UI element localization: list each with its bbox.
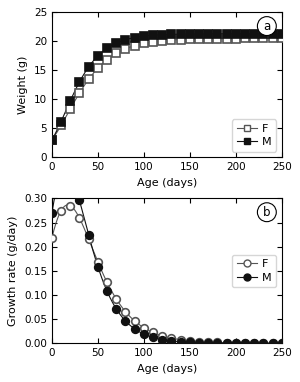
Y-axis label: Weight (g): Weight (g) bbox=[18, 55, 28, 114]
Legend: F, M: F, M bbox=[232, 119, 276, 152]
Legend: F, M: F, M bbox=[232, 255, 276, 287]
Text: a: a bbox=[263, 19, 271, 32]
Text: b: b bbox=[263, 206, 271, 219]
X-axis label: Age (days): Age (days) bbox=[137, 178, 197, 188]
X-axis label: Age (days): Age (days) bbox=[137, 364, 197, 374]
Y-axis label: Growth rate (g/day): Growth rate (g/day) bbox=[8, 216, 18, 326]
